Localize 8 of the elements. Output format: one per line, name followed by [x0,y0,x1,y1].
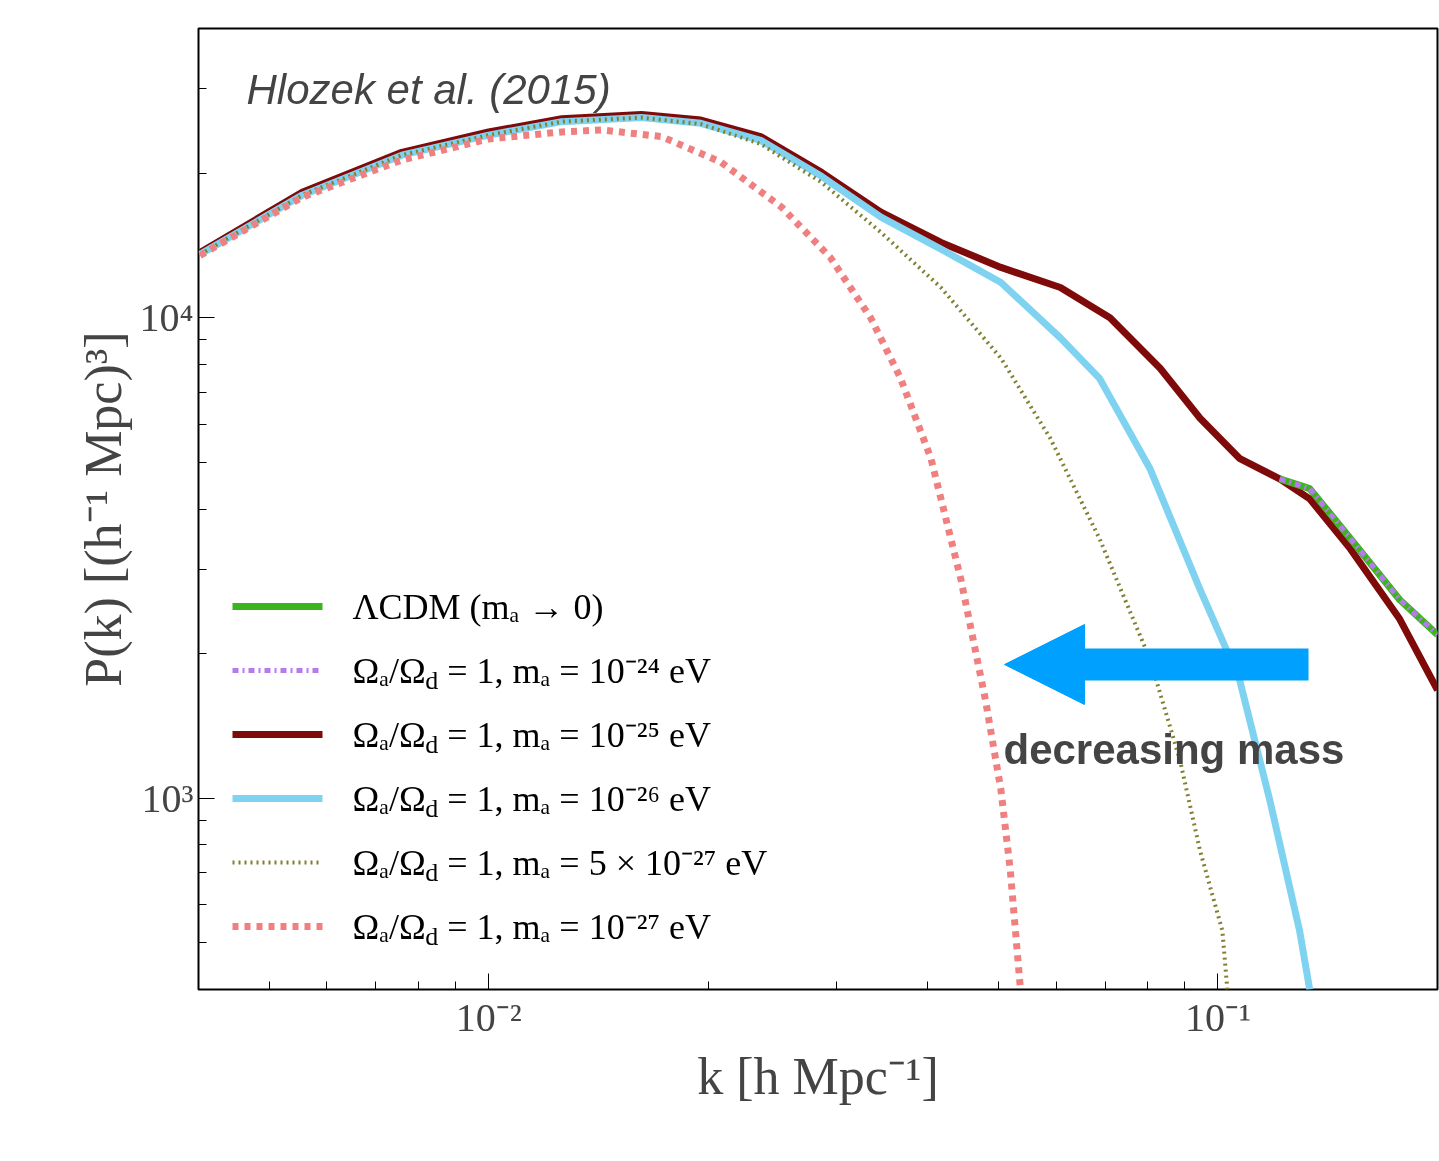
x-tick-label: 10⁻² [455,994,522,1040]
legend-label: ΛCDM (mₐ → 0) [352,586,604,627]
y-tick-label: 10⁴ [139,295,194,341]
annotation: Hlozek et al. (2015) [246,66,611,113]
y-axis-title: P(k) [(h⁻¹ Mpc)³] [74,331,133,687]
y-tick-label: 10³ [141,775,194,821]
x-axis-title: k [h Mpc⁻¹] [697,1047,939,1105]
x-tick-label: 10⁻¹ [1184,994,1251,1040]
